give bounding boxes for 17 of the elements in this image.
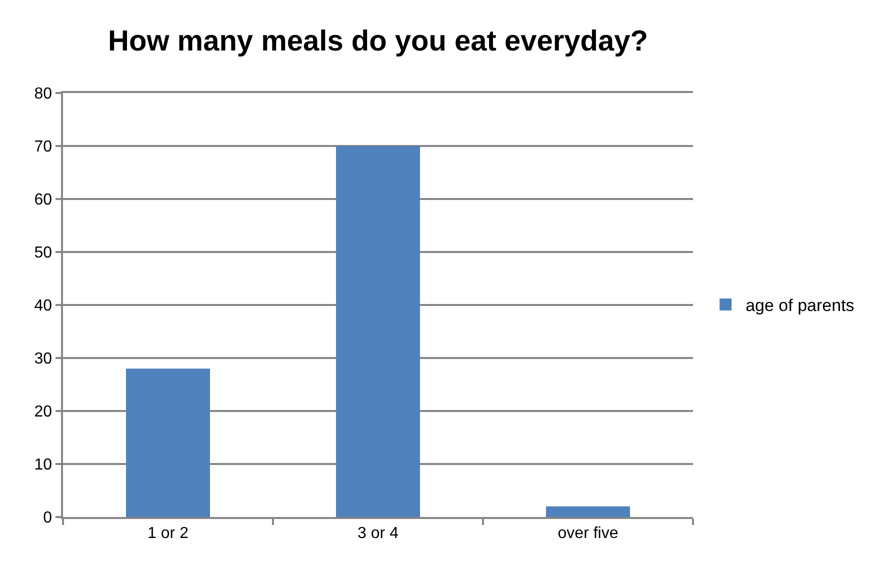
- y-tick-label: 0: [43, 510, 52, 527]
- x-tick-label: over five: [558, 524, 618, 542]
- y-tick-label: 70: [34, 138, 52, 156]
- y-tick-label: 10: [34, 456, 52, 474]
- x-tick-label: 3 or 4: [358, 524, 399, 542]
- y-tick-label: 60: [34, 192, 52, 209]
- y-tick-label: 50: [34, 244, 52, 262]
- y-tick-label: 30: [34, 350, 52, 368]
- y-tick-label: 40: [34, 298, 52, 315]
- bar: [546, 506, 630, 517]
- y-tick-label: 20: [34, 404, 52, 421]
- chart-title: How many meals do you eat everyday?: [108, 25, 648, 58]
- legend-label: age of parents: [746, 296, 854, 316]
- bar: [126, 368, 210, 517]
- x-tick-label: 1 or 2: [148, 524, 189, 542]
- y-tick-label: 80: [34, 86, 52, 103]
- bar: [336, 146, 420, 517]
